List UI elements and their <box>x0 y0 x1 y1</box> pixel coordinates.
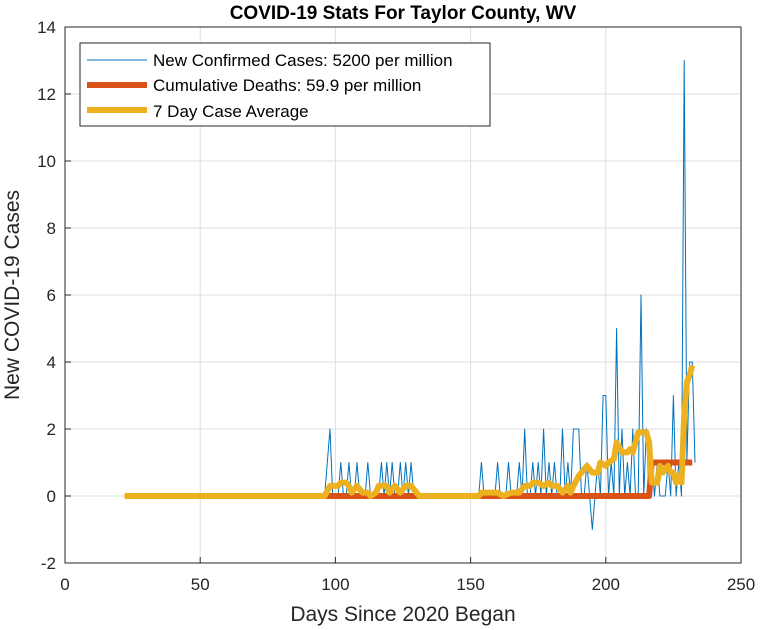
series-layer <box>124 60 696 530</box>
y-tick-label: 6 <box>47 286 56 305</box>
legend-label-new-cases: New Confirmed Cases: 5200 per million <box>153 51 453 70</box>
chart-title: COVID-19 Stats For Taylor County, WV <box>230 3 577 24</box>
x-tick-label: 150 <box>456 575 484 594</box>
y-tick-label: 12 <box>37 85 56 104</box>
y-tick-label: 10 <box>37 152 56 171</box>
series-7-day-average-line <box>124 364 696 499</box>
legend-label-average: 7 Day Case Average <box>153 102 309 121</box>
y-tick-label: 2 <box>47 420 56 439</box>
legend-box <box>79 42 491 127</box>
legend-label-deaths: Cumulative Deaths: 59.9 per million <box>153 76 421 95</box>
y-axis-label: New COVID-19 Cases <box>1 190 24 400</box>
x-tick-label: 200 <box>592 575 620 594</box>
x-tick-label: 250 <box>727 575 755 594</box>
x-tick-label: 0 <box>60 575 69 594</box>
x-tick-label: 50 <box>191 575 210 594</box>
y-tick-label: 4 <box>47 353 56 372</box>
x-tick-label: 100 <box>321 575 349 594</box>
legend: New Confirmed Cases: 5200 per million Cu… <box>79 42 491 127</box>
x-axis-label: Days Since 2020 Began <box>290 603 515 626</box>
y-tick-label: 8 <box>47 219 56 238</box>
y-tick-label: 0 <box>47 487 56 506</box>
y-tick-label: -2 <box>41 554 56 573</box>
y-tick-label: 14 <box>37 18 56 37</box>
